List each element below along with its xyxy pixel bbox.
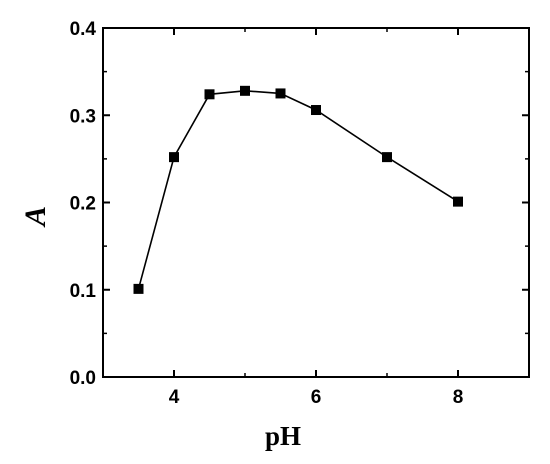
- axis-tick-labels: 4 6 8 0.0 0.1 0.2 0.3 0.4: [70, 19, 464, 408]
- data-point-marker: [275, 88, 286, 99]
- data-point-marker: [169, 152, 179, 163]
- data-markers: [133, 85, 463, 294]
- data-point-marker: [240, 85, 250, 96]
- axis-ticks: [103, 27, 529, 378]
- y-tick-label: 0.0: [70, 368, 96, 389]
- data-point-marker: [382, 152, 392, 163]
- data-point-marker: [311, 105, 321, 116]
- x-tick-label: 4: [169, 387, 180, 408]
- series-line: [137, 89, 459, 290]
- x-axis-title: pH: [265, 421, 301, 451]
- y-axis-title: A: [19, 206, 52, 228]
- y-tick-label: 0.1: [70, 281, 97, 302]
- data-point-marker: [133, 283, 144, 294]
- data-point-marker: [204, 89, 215, 100]
- plot-frame: [102, 27, 530, 378]
- x-tick-label: 8: [453, 387, 464, 408]
- x-tick-label: 6: [311, 387, 322, 408]
- y-tick-label: 0.4: [70, 19, 97, 40]
- y-tick-label: 0.2: [70, 194, 96, 215]
- y-tick-label: 0.3: [70, 106, 96, 127]
- data-point-marker: [453, 196, 463, 207]
